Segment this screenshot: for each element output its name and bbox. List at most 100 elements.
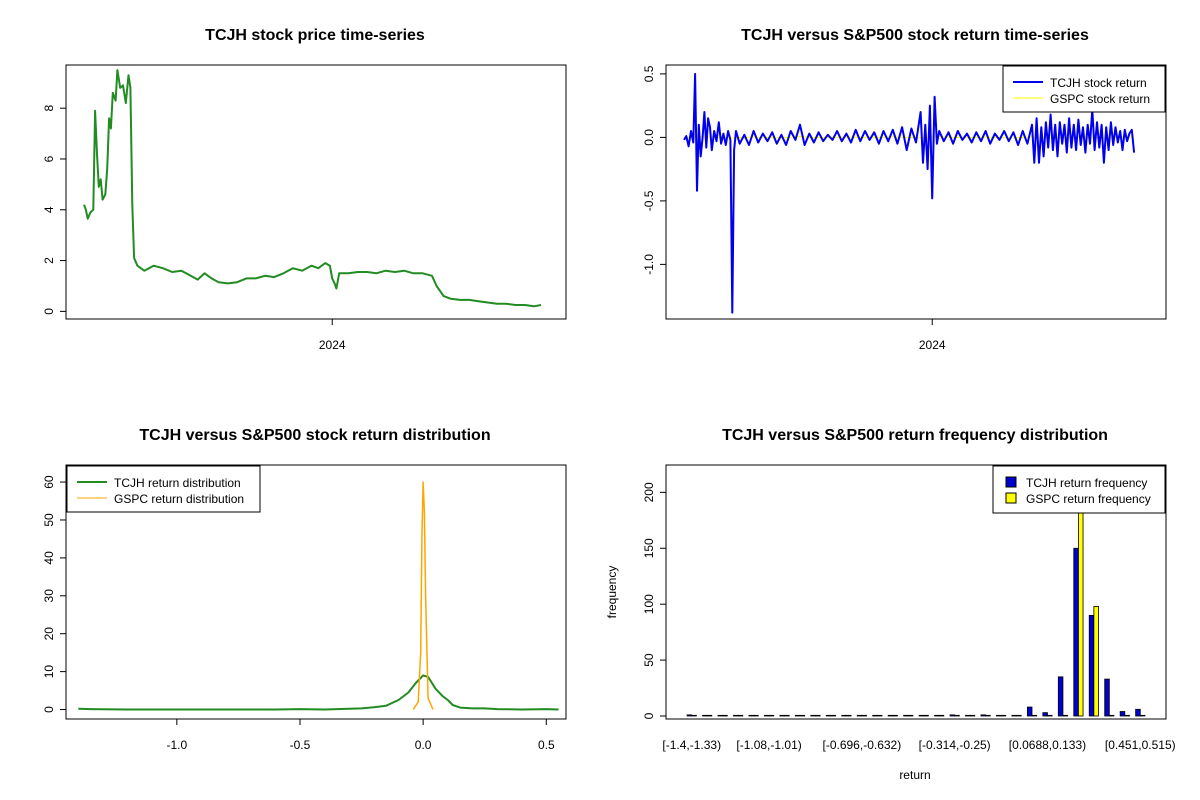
density-x-tick-label: -1.0 <box>166 738 187 752</box>
tcjh-density-line <box>78 674 559 711</box>
gspc-frequency-bar <box>706 714 713 717</box>
tcjh-return-line <box>683 72 1136 314</box>
frequency-x-tick-label: [-0.696,-0.632) <box>823 738 902 752</box>
density-x-tick-label: -0.5 <box>290 738 311 752</box>
gspc-frequency-bar <box>1031 714 1038 717</box>
density-legend-label-gspc: GSPC return distribution <box>114 492 244 506</box>
returns-legend-label-gspc: GSPC stock return <box>1050 92 1150 106</box>
returns-chart-title: TCJH versus S&P500 stock return time-ser… <box>741 27 1089 44</box>
tcjh-frequency-bar <box>1104 678 1110 717</box>
price-y-tick-label: 4 <box>42 206 56 213</box>
density-y-tick-label: 20 <box>42 627 56 641</box>
frequency-plot-frame <box>665 464 1167 720</box>
tcjh-frequency-bar <box>1119 711 1126 717</box>
tcjh-frequency-bar <box>1088 614 1095 717</box>
frequency-y-tick-label: 0 <box>642 712 656 719</box>
frequency-legend-box <box>992 465 1166 514</box>
tcjh-frequency-bar <box>980 714 987 717</box>
returns-y-tick-label: 0.5 <box>642 65 656 82</box>
returns-y-tick-label: -0.5 <box>642 190 656 211</box>
returns-legend-label-tcjh: TCJH stock return <box>1050 76 1147 90</box>
tcjh-frequency-bar <box>841 714 847 717</box>
tcjh-frequency-bar <box>949 714 956 717</box>
gspc-frequency-bar <box>1000 714 1007 717</box>
price-y-tick-label: 0 <box>42 308 56 315</box>
tcjh-frequency-bar <box>1011 714 1017 717</box>
density-x-tick-label: 0.0 <box>415 738 432 752</box>
price-line <box>83 69 542 308</box>
frequency-y-tick-label: 150 <box>642 538 656 558</box>
density-legend-label-tcjh: TCJH return distribution <box>114 476 241 490</box>
price-axes: 0 2 4 6 8 2024 <box>42 105 346 352</box>
gspc-frequency-bar <box>815 714 821 717</box>
gspc-frequency-bar <box>1093 606 1099 717</box>
density-legend-box <box>66 465 261 513</box>
tcjh-frequency-bar <box>764 714 770 717</box>
tcjh-frequency-bar <box>779 714 785 717</box>
price-y-tick-label: 2 <box>42 257 56 264</box>
frequency-panel: TCJH versus S&P500 return frequency dist… <box>605 427 1176 782</box>
price-chart-title: TCJH stock price time-series <box>205 27 425 44</box>
tcjh-frequency-bar <box>825 714 832 717</box>
density-y-tick-label: 40 <box>42 551 56 565</box>
gspc-frequency-bar <box>1124 714 1130 717</box>
price-panel: TCJH stock price time-series 0 2 4 6 8 2024 <box>42 27 567 352</box>
frequency-x-tick-label: [0.0688,0.133) <box>1009 738 1086 752</box>
tcjh-frequency-bar <box>748 714 755 717</box>
frequency-legend-label-tcjh: TCJH return frequency <box>1026 476 1147 490</box>
gspc-frequency-bar <box>969 714 976 717</box>
density-y-tick-label: 0 <box>42 706 56 713</box>
tcjh-frequency-bar <box>702 714 708 717</box>
price-series <box>83 69 542 308</box>
returns-panel: TCJH versus S&P500 stock return time-ser… <box>642 27 1167 352</box>
gspc-frequency-bar <box>691 714 697 717</box>
density-chart-title: TCJH versus S&P500 stock return distribu… <box>139 427 490 444</box>
gspc-frequency-bar <box>938 714 945 717</box>
gspc-density-line <box>412 481 434 710</box>
tcjh-frequency-bar <box>887 714 894 717</box>
frequency-x-tick-label: [-1.4,-1.33) <box>662 738 721 752</box>
gspc-frequency-bar <box>1016 714 1022 717</box>
gspc-frequency-bar <box>1047 714 1053 717</box>
frequency-x-axis-label: return <box>899 768 930 782</box>
returns-series <box>683 72 1136 314</box>
density-x-tick-label: 0.5 <box>538 738 555 752</box>
tcjh-frequency-bar <box>1057 676 1064 717</box>
gspc-frequency-bar <box>954 714 960 717</box>
density-series <box>78 481 559 711</box>
tcjh-frequency-bar <box>686 714 693 717</box>
gspc-frequency-bar <box>876 714 883 717</box>
frequency-y-tick-label: 50 <box>642 653 656 667</box>
gspc-frequency-bar <box>985 714 991 717</box>
gspc-frequency-bar <box>799 714 806 717</box>
tcjh-frequency-bar <box>733 714 739 717</box>
tcjh-frequency-bar <box>903 714 909 717</box>
frequency-bars <box>686 480 1146 717</box>
gspc-frequency-bar <box>784 714 790 717</box>
tcjh-frequency-bar <box>717 714 724 717</box>
price-y-tick-label: 6 <box>42 155 56 162</box>
returns-axes: 0.5 0.0 -0.5 -1.0 2024 <box>642 65 946 352</box>
density-plot-frame <box>65 464 567 720</box>
tcjh-frequency-bar <box>1026 706 1033 717</box>
gspc-frequency-bar <box>846 714 852 717</box>
tcjh-frequency-bar <box>1135 708 1141 717</box>
tcjh-frequency-bar <box>1042 712 1048 717</box>
price-plot-frame <box>65 64 567 320</box>
density-y-tick-label: 50 <box>42 513 56 527</box>
frequency-y-tick-label: 100 <box>642 594 656 614</box>
returns-legend-box <box>1002 65 1166 113</box>
frequency-y-tick-label: 200 <box>642 482 656 502</box>
gspc-frequency-bar <box>753 714 759 717</box>
tcjh-frequency-bar <box>810 714 816 717</box>
tcjh-frequency-bar <box>996 714 1002 717</box>
gspc-frequency-bar <box>892 714 898 717</box>
gspc-frequency-bar <box>1139 714 1146 717</box>
frequency-legend: TCJH return frequency GSPC return freque… <box>992 465 1166 514</box>
gspc-frequency-bar <box>1062 714 1068 717</box>
tcjh-frequency-bar <box>856 714 863 717</box>
frequency-chart-title: TCJH versus S&P500 return frequency dist… <box>722 427 1108 444</box>
returns-y-tick-label: 0.0 <box>642 129 656 146</box>
density-panel: TCJH versus S&P500 stock return distribu… <box>42 427 567 752</box>
